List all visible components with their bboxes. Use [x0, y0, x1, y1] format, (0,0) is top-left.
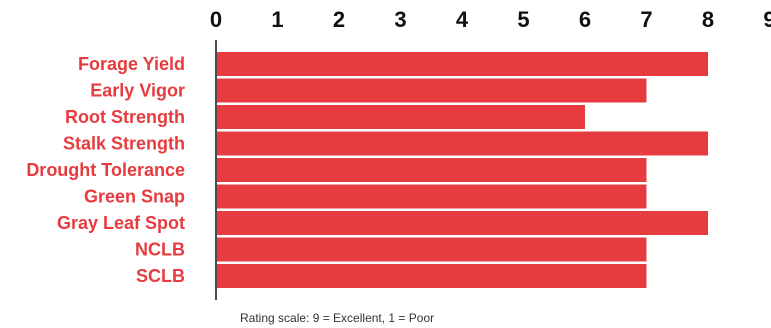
x-tick-label: 4: [456, 7, 469, 32]
bar: [217, 52, 708, 76]
x-tick-label: 6: [579, 7, 591, 32]
x-tick-label: 5: [517, 7, 529, 32]
rating-scale-note: Rating scale: 9 = Excellent, 1 = Poor: [240, 311, 434, 325]
category-label: Root Strength: [65, 107, 185, 127]
bar: [217, 237, 647, 262]
category-label: Drought Tolerance: [26, 160, 185, 180]
category-labels: Forage Yield Early Vigor Root Strength Stal…: [26, 54, 185, 286]
x-tick-label: 8: [702, 7, 714, 32]
x-tick-label: 9: [763, 7, 771, 32]
bar: [217, 158, 647, 182]
bar: [217, 131, 708, 156]
x-tick-label: 1: [271, 7, 283, 32]
x-tick-label: 7: [640, 7, 652, 32]
category-label: Early Vigor: [90, 81, 185, 101]
bar: [217, 105, 585, 129]
bar: [217, 264, 647, 288]
x-tick-label: 0: [210, 7, 222, 32]
bar: [217, 184, 647, 209]
bar: [217, 211, 708, 235]
category-label: Gray Leaf Spot: [57, 213, 185, 233]
x-tick-label: 2: [333, 7, 345, 32]
category-label: SCLB: [136, 266, 185, 286]
category-label: NCLB: [135, 240, 185, 260]
category-label: Green Snap: [84, 187, 185, 207]
bar: [217, 78, 647, 103]
x-tick-label: 3: [394, 7, 406, 32]
category-label: Stalk Strength: [63, 134, 185, 154]
x-axis-ticks: 0 1 2 3 4 5 6 7 8 9: [210, 7, 771, 32]
category-label: Forage Yield: [78, 54, 185, 74]
bars: [217, 52, 708, 288]
